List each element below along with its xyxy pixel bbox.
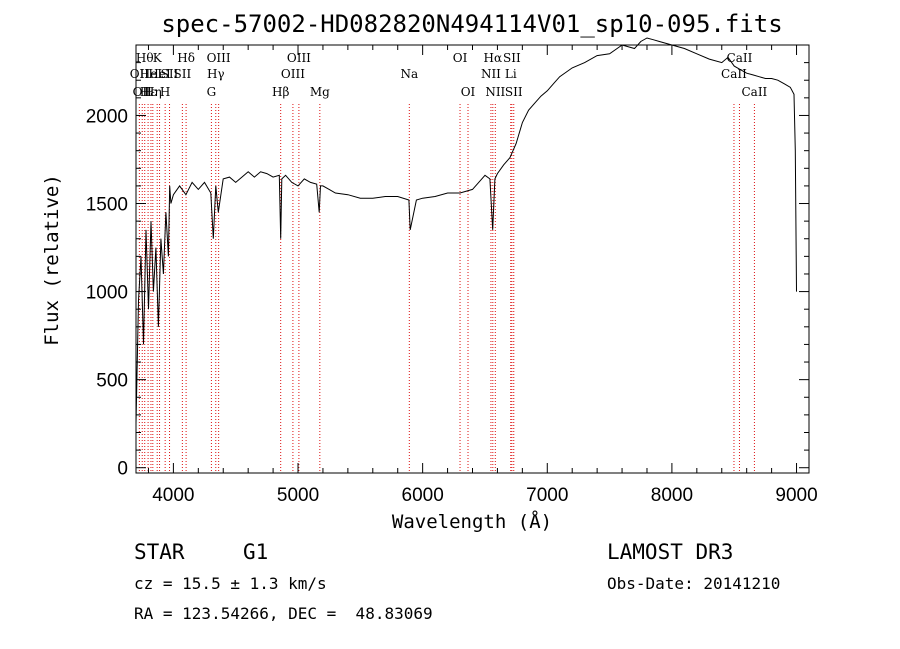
x-axis-ticks: 4000 5000 6000 7000 8000 9000 xyxy=(147,45,818,506)
reference-line-label: SII xyxy=(505,85,523,99)
reference-line-label: Hα xyxy=(484,51,503,65)
x-tick-label: 7000 xyxy=(526,485,568,506)
survey-name: LAMOST DR3 xyxy=(607,540,734,564)
reference-line-label: OII xyxy=(133,85,153,99)
reference-line-label: K xyxy=(153,51,163,65)
plot-frame xyxy=(135,44,810,474)
reference-line-label: Mg xyxy=(310,85,330,99)
reference-line-label: Hε xyxy=(140,85,157,99)
reference-line-label: OIII xyxy=(287,51,311,65)
y-tick-label: 1500 xyxy=(86,195,128,216)
reference-line-label: Hδ xyxy=(177,51,195,65)
reference-line-label: Hγ xyxy=(207,67,225,81)
x-tick-label: 8000 xyxy=(651,485,693,506)
reference-line-label: NII xyxy=(481,67,501,81)
y-tick-label: 500 xyxy=(96,371,128,392)
reference-line-label: OIII xyxy=(207,51,231,65)
x-tick-label: 5000 xyxy=(277,485,319,506)
reference-line-label: CaII xyxy=(741,85,767,99)
reference-line-label: SII xyxy=(161,67,179,81)
spectrum-series-line xyxy=(135,37,797,424)
reference-line-label: G xyxy=(207,85,217,99)
x-axis-label: Wavelength (Å) xyxy=(392,510,552,533)
x-tick-label: 9000 xyxy=(775,485,817,506)
y-tick-label: 0 xyxy=(117,459,128,480)
object-class: STAR xyxy=(134,540,185,564)
reference-line-label: OI xyxy=(453,51,468,65)
y-tick-label: 1000 xyxy=(86,283,128,304)
y-axis-ticks: 0 500 1000 1500 2000 xyxy=(86,62,809,480)
reference-line-label: Na xyxy=(400,67,418,81)
reference-line-label: CaII xyxy=(727,51,753,65)
x-tick-label: 4000 xyxy=(152,485,194,506)
reference-line-label: CaII xyxy=(721,67,747,81)
coordinates: RA = 123.54266, DEC = 48.83069 xyxy=(134,604,433,623)
reference-line-label: Hθ xyxy=(136,51,154,65)
x-tick-label: 6000 xyxy=(402,485,444,506)
y-axis-label: Flux (relative) xyxy=(41,174,63,346)
object-subclass: G1 xyxy=(243,540,269,564)
reference-line-label: Hη xyxy=(144,85,162,99)
reference-line-label: NII xyxy=(485,85,505,99)
reference-line-label: HeI xyxy=(148,67,171,81)
reference-line-labels: OIIOIIHθHεHeIHηKHeIHSIISIIHδGHγOIIIHβOII… xyxy=(130,51,768,99)
reference-line-label: SII xyxy=(174,67,192,81)
reference-line-label: OI xyxy=(461,85,476,99)
y-tick-label: 2000 xyxy=(86,106,128,127)
reference-line-label: SII xyxy=(503,51,521,65)
reference-line-label: H xyxy=(160,85,170,99)
reference-line-label: HeI xyxy=(140,67,163,81)
observation-date: Obs-Date: 20141210 xyxy=(607,574,781,593)
reference-line-label: OII xyxy=(130,67,150,81)
redshift-value: cz = 15.5 ± 1.3 km/s xyxy=(134,574,327,593)
reference-lines xyxy=(138,104,755,473)
reference-line-label: OIII xyxy=(281,67,305,81)
reference-line-label: Hβ xyxy=(272,85,289,99)
chart-title: spec-57002-HD082820N494114V01_sp10-095.f… xyxy=(161,10,782,38)
reference-line-label: Li xyxy=(505,67,517,81)
